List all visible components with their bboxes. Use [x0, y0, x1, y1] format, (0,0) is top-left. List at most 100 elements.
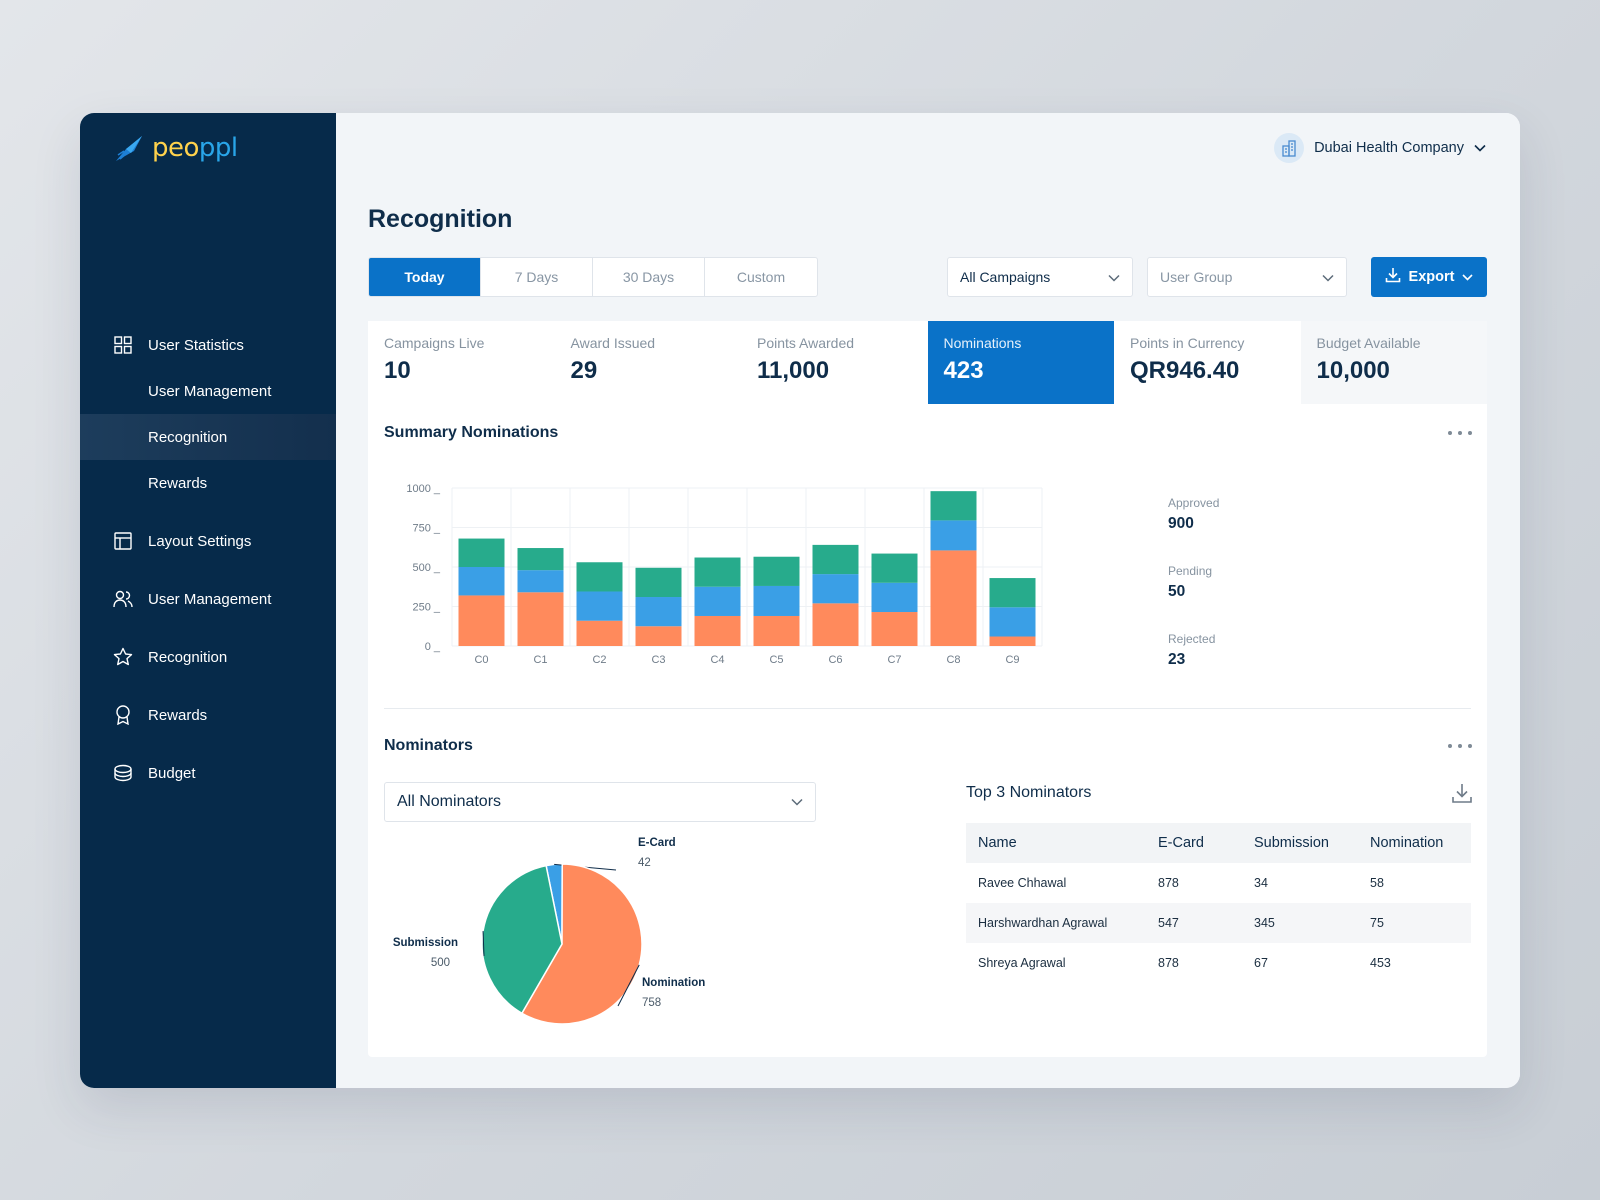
- y-tick-label: 250 _: [412, 602, 440, 614]
- top-nominators-table: Name E-Card Submission Nomination Ravee …: [966, 823, 1471, 983]
- sidebar-item-label: Budget: [148, 764, 196, 782]
- table-row[interactable]: Harshwardhan Agrawal 547 345 75: [966, 903, 1471, 943]
- column-header-nomination[interactable]: Nomination: [1358, 823, 1471, 863]
- bar-segment: [458, 595, 505, 646]
- tab-today[interactable]: Today: [369, 258, 481, 296]
- more-options-icon[interactable]: [1448, 738, 1472, 754]
- sidebar-item-recognition[interactable]: Recognition: [80, 634, 336, 680]
- tab-30-days[interactable]: 30 Days: [593, 258, 705, 296]
- coins-icon: [112, 762, 134, 784]
- bar-segment: [812, 574, 859, 604]
- tab-7-days[interactable]: 7 Days: [481, 258, 593, 296]
- stat-nominations[interactable]: Nominations 423: [927, 321, 1114, 404]
- sidebar-item-rewards[interactable]: Rewards: [80, 692, 336, 738]
- y-tick-label: 0 _: [425, 641, 441, 653]
- table-row[interactable]: Ravee Chhawal 878 34 58: [966, 863, 1471, 903]
- slice-label: E-Card: [638, 837, 676, 849]
- download-icon[interactable]: [1451, 782, 1473, 804]
- cell-nomination: 58: [1370, 876, 1384, 890]
- x-tick-label: C9: [1005, 654, 1019, 666]
- total-approved: Approved 900: [1168, 496, 1219, 533]
- cell-name: Shreya Agrawal: [978, 956, 1066, 970]
- cell-nomination: 453: [1370, 956, 1391, 970]
- summary-panel: Summary Nominations 1000 _ 750 _ 500 _ 250 …: [368, 404, 1487, 1057]
- more-options-icon[interactable]: [1448, 425, 1472, 441]
- total-label: Rejected: [1168, 632, 1216, 646]
- slice-label: Submission: [393, 937, 458, 949]
- stat-points-in-currency[interactable]: Points in Currency QR946.40: [1114, 321, 1301, 404]
- bar-segment: [458, 567, 505, 596]
- stat-label: Points in Currency: [1130, 335, 1245, 351]
- stat-label: Nominations: [943, 335, 1022, 351]
- nominators-pie-chart: E-Card 42 Nomination 758 Submission 500: [393, 837, 705, 1025]
- stat-budget-available[interactable]: Budget Available 10,000: [1300, 321, 1487, 404]
- column-header-name[interactable]: Name: [966, 823, 1146, 863]
- sidebar-subitem-recognition[interactable]: Recognition: [80, 414, 336, 460]
- total-value: 23: [1168, 651, 1186, 668]
- app-window: peoppl User Statistics User Management R…: [80, 113, 1520, 1088]
- export-button[interactable]: Export: [1371, 257, 1487, 297]
- campaigns-select[interactable]: All Campaigns: [947, 257, 1133, 297]
- slice-value: 42: [638, 857, 651, 869]
- sidebar-item-user-management[interactable]: User Management: [80, 576, 336, 622]
- sidebar-item-label: User Management: [148, 590, 272, 608]
- top-nominators-title: Top 3 Nominators: [966, 784, 1092, 801]
- bar-segment: [694, 615, 741, 646]
- cell-submission: 67: [1254, 956, 1268, 970]
- bar-segment: [576, 591, 623, 621]
- x-tick-label: C8: [946, 654, 960, 666]
- x-tick-label: C5: [769, 654, 783, 666]
- bar-segment: [635, 626, 682, 646]
- sidebar-item-user-statistics[interactable]: User Statistics: [80, 322, 336, 368]
- sidebar-item-label: Layout Settings: [148, 532, 252, 550]
- stat-campaigns-live[interactable]: Campaigns Live 10: [368, 321, 555, 404]
- total-rejected: Rejected 23: [1168, 632, 1215, 669]
- company-switcher[interactable]: Dubai Health Company: [1274, 133, 1486, 163]
- sidebar-item-layout-settings[interactable]: Layout Settings: [80, 518, 336, 564]
- bar-segment: [753, 585, 800, 616]
- sidebar-subitem-user-management[interactable]: User Management: [80, 368, 336, 414]
- bar-segment: [517, 570, 564, 593]
- rocket-logo-icon: [116, 136, 142, 161]
- main-content: Dubai Health Company Recognition Today 7…: [336, 113, 1520, 1088]
- tab-custom[interactable]: Custom: [736, 269, 786, 285]
- user-group-select[interactable]: User Group: [1147, 257, 1347, 297]
- leader-line: [617, 964, 640, 1007]
- bar-segment: [576, 620, 623, 646]
- chevron-down-icon: [1108, 269, 1120, 285]
- stat-points-awarded[interactable]: Points Awarded 11,000: [741, 321, 928, 404]
- sidebar: peoppl User Statistics User Management R…: [80, 113, 336, 1088]
- slice-label: Nomination: [642, 977, 705, 989]
- stacked-bar-chart: 1000 _ 750 _ 500 _ 250 _ 0 _ C0 C1 C2 C3 C4 C5 C6 C7…: [406, 483, 1043, 666]
- stat-award-issued[interactable]: Award Issued 29: [555, 321, 742, 404]
- sidebar-item-label: Rewards: [148, 706, 208, 724]
- section-divider: [384, 708, 1471, 709]
- cell-nomination: 75: [1358, 903, 1471, 943]
- sidebar-item-budget[interactable]: Budget: [80, 750, 336, 796]
- nominators-select[interactable]: All Nominators: [384, 782, 816, 822]
- bar-segment: [753, 556, 800, 586]
- sidebar-item-label: Rewards: [148, 474, 208, 492]
- sidebar-subitem-rewards[interactable]: Rewards: [80, 460, 336, 506]
- bar-segment: [517, 548, 564, 571]
- download-icon: [1385, 267, 1401, 287]
- logo[interactable]: peoppl: [114, 133, 238, 163]
- stat-value: 29: [570, 357, 598, 384]
- sidebar-item-label: User Management: [148, 382, 272, 400]
- export-label: Export: [1408, 269, 1455, 285]
- user-group-placeholder: User Group: [1160, 269, 1233, 285]
- nominators-title: Nominators: [384, 737, 473, 754]
- stat-value: 423: [943, 357, 984, 384]
- table-row[interactable]: Shreya Agrawal 878 67 453: [966, 943, 1471, 983]
- column-header-submission[interactable]: Submission: [1242, 823, 1358, 863]
- column-header-ecard[interactable]: E-Card: [1146, 823, 1242, 863]
- stat-value: 11,000: [757, 357, 830, 384]
- logo-text: peoppl: [152, 133, 238, 163]
- bar-segment: [989, 578, 1036, 608]
- stat-label: Points Awarded: [757, 335, 855, 351]
- sidebar-item-label: User Statistics: [148, 336, 244, 354]
- page-title: Recognition: [368, 205, 513, 233]
- total-value: 900: [1168, 515, 1194, 532]
- grid-icon: [112, 334, 134, 356]
- award-icon: [112, 704, 134, 726]
